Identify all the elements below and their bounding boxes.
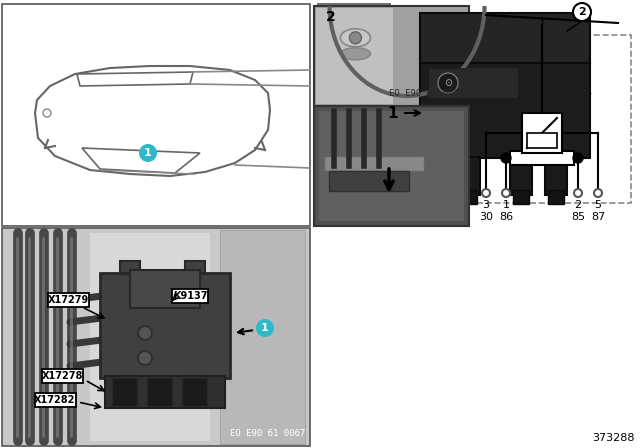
Bar	[182, 378, 207, 406]
Text: 373288: 373288	[593, 433, 635, 443]
Circle shape	[573, 153, 583, 163]
Bar	[462, 68, 517, 98]
Text: 3: 3	[483, 200, 490, 210]
Text: 5: 5	[595, 200, 602, 210]
Bar	[319, 111, 464, 221]
Text: EO E90 61 0067: EO E90 61 0067	[388, 89, 464, 98]
Bar	[2, 4, 310, 226]
Bar	[510, 151, 574, 165]
Bar	[461, 190, 477, 204]
Text: 86: 86	[499, 212, 513, 222]
Bar	[428, 68, 518, 98]
Bar	[130, 270, 200, 308]
Polygon shape	[420, 13, 590, 63]
Text: 1: 1	[502, 200, 509, 210]
Circle shape	[482, 189, 490, 197]
Bar	[510, 157, 532, 195]
Polygon shape	[77, 72, 193, 86]
Bar	[340, 38, 371, 54]
Bar	[513, 190, 529, 204]
Bar	[47, 293, 88, 307]
Text: EO E90 61 0067: EO E90 61 0067	[230, 429, 305, 438]
Bar	[329, 171, 409, 191]
Text: X17282: X17282	[35, 395, 76, 405]
Bar	[458, 157, 480, 195]
Bar	[112, 378, 137, 406]
Polygon shape	[35, 66, 270, 176]
Bar	[428, 157, 450, 195]
Circle shape	[574, 189, 582, 197]
Bar	[35, 393, 76, 407]
Circle shape	[349, 32, 362, 44]
Circle shape	[502, 189, 510, 197]
Circle shape	[256, 319, 274, 337]
Bar	[42, 369, 83, 383]
Bar	[220, 230, 305, 444]
Bar	[545, 157, 567, 195]
Bar	[2, 228, 310, 446]
Ellipse shape	[340, 48, 371, 60]
Polygon shape	[430, 63, 590, 93]
Bar	[395, 23, 625, 213]
Bar	[408, 182, 426, 200]
Bar	[527, 133, 557, 148]
Bar	[522, 113, 562, 153]
Bar	[185, 261, 205, 273]
Bar	[120, 261, 140, 273]
Text: ⊙: ⊙	[444, 78, 452, 88]
Circle shape	[573, 3, 591, 21]
Text: 87: 87	[591, 212, 605, 222]
Text: 1: 1	[261, 323, 269, 333]
Bar	[548, 190, 564, 204]
Bar	[316, 8, 393, 104]
Text: 2: 2	[575, 200, 582, 210]
Text: 2: 2	[578, 7, 586, 17]
Text: X17279: X17279	[47, 295, 88, 305]
Text: 85: 85	[571, 212, 585, 222]
Bar	[90, 233, 210, 441]
Bar	[314, 106, 469, 226]
Circle shape	[43, 109, 51, 117]
Circle shape	[139, 144, 157, 162]
Bar	[172, 289, 208, 303]
Text: 1: 1	[144, 148, 152, 158]
Bar	[431, 190, 447, 204]
Bar	[468, 35, 631, 203]
Circle shape	[412, 186, 422, 196]
Bar	[324, 156, 424, 171]
Ellipse shape	[340, 29, 371, 47]
Bar	[185, 376, 205, 388]
Text: 2: 2	[326, 10, 336, 24]
Polygon shape	[420, 63, 590, 158]
Bar	[318, 4, 390, 80]
Circle shape	[594, 189, 602, 197]
Text: 1: 1	[387, 105, 398, 121]
Text: X17278: X17278	[42, 371, 83, 381]
Bar	[120, 376, 140, 388]
Bar	[100, 273, 230, 378]
Bar	[105, 376, 225, 408]
Circle shape	[501, 153, 511, 163]
Bar	[314, 6, 469, 106]
Circle shape	[138, 351, 152, 365]
Bar	[147, 378, 172, 406]
Text: 30: 30	[479, 212, 493, 222]
Text: K9137: K9137	[173, 291, 207, 301]
Circle shape	[438, 73, 458, 93]
Polygon shape	[82, 148, 200, 173]
Circle shape	[138, 326, 152, 340]
